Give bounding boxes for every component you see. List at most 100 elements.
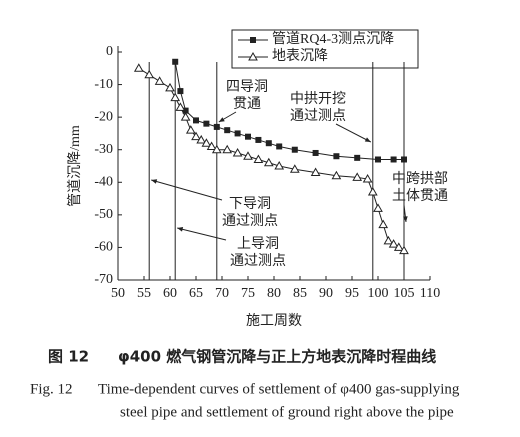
data-point xyxy=(177,88,184,95)
data-point xyxy=(388,239,399,248)
caption-cn-text: φ400 燃气钢管沉降与正上方地表沉降时程曲线 xyxy=(118,348,436,366)
data-point xyxy=(180,112,191,121)
annotation: 贯通 xyxy=(233,96,261,112)
x-tick-label: 105 xyxy=(394,286,415,301)
data-point xyxy=(165,82,175,92)
x-tick-label: 50 xyxy=(111,286,125,301)
y-tick-label: -50 xyxy=(94,207,113,222)
data-point xyxy=(367,187,378,196)
annotation: 土体贯通 xyxy=(392,188,448,204)
data-point xyxy=(383,235,394,245)
caption-cn-label: 图 12 xyxy=(48,348,89,366)
caption-en-line: steel pipe and settlement of ground righ… xyxy=(120,404,454,420)
x-tick-label: 90 xyxy=(319,286,333,301)
annotation: 通过测点 xyxy=(230,253,286,269)
data-point xyxy=(399,245,409,255)
data-point xyxy=(354,154,361,161)
data-point xyxy=(362,174,373,183)
data-point xyxy=(253,154,264,163)
legend-label: 地表沉降 xyxy=(272,48,328,64)
y-tick-label: -40 xyxy=(94,175,113,190)
data-point xyxy=(213,123,220,130)
y-tick-label: -70 xyxy=(94,272,113,287)
data-point xyxy=(265,140,272,147)
data-point xyxy=(172,58,179,65)
arrow-head xyxy=(177,227,184,232)
x-tick-label: 95 xyxy=(345,286,359,301)
data-point xyxy=(352,172,363,181)
arrow-head xyxy=(218,117,225,122)
annotation: 四导洞 xyxy=(226,79,268,95)
x-tick-label: 85 xyxy=(293,286,307,301)
data-point xyxy=(274,160,285,170)
data-point xyxy=(263,157,274,167)
x-tick-label: 100 xyxy=(368,286,389,301)
legend-marker xyxy=(250,37,256,43)
data-point xyxy=(373,203,383,212)
data-point xyxy=(133,63,144,72)
data-point xyxy=(255,136,262,143)
y-tick-label: -20 xyxy=(94,109,113,124)
x-tick-label: 70 xyxy=(215,286,229,301)
data-point xyxy=(234,130,241,137)
data-point xyxy=(201,138,212,147)
data-point xyxy=(185,125,196,134)
caption-en-label: Fig. 12 xyxy=(30,381,73,397)
data-point xyxy=(196,134,207,144)
data-point xyxy=(243,151,253,160)
x-tick-label: 65 xyxy=(189,286,203,301)
x-tick-label: 75 xyxy=(241,286,255,301)
x-tick-label: 55 xyxy=(137,286,151,301)
data-point xyxy=(154,76,165,85)
caption-en-line: Time-dependent curves of settlement of φ… xyxy=(98,381,460,397)
legend-marker xyxy=(248,51,258,61)
arrow-head xyxy=(151,179,158,184)
arrow-head xyxy=(364,137,371,142)
annotation: 通过测点 xyxy=(222,213,278,229)
data-point xyxy=(312,149,319,156)
data-point xyxy=(182,107,189,114)
arrow-head xyxy=(403,216,408,222)
data-point xyxy=(191,131,201,141)
data-point xyxy=(222,144,233,154)
data-point xyxy=(375,156,381,163)
annotation-arrow xyxy=(151,179,223,201)
data-point xyxy=(333,153,340,160)
data-point xyxy=(276,143,283,150)
data-point xyxy=(401,156,407,163)
data-point xyxy=(310,167,321,177)
y-tick-label: -30 xyxy=(94,142,113,157)
annotation-arrow xyxy=(177,227,227,241)
data-point xyxy=(206,141,217,150)
data-point xyxy=(193,117,199,124)
x-axis-label: 施工周数 xyxy=(246,313,302,329)
annotation: 下导洞 xyxy=(229,196,271,212)
y-tick-label: 0 xyxy=(106,44,113,59)
data-point xyxy=(211,144,222,154)
annotation: 通过测点 xyxy=(290,108,346,124)
data-point xyxy=(393,242,404,251)
y-tick-label: -60 xyxy=(94,240,113,255)
data-point xyxy=(331,170,342,180)
legend-label: 管道RQ4-3测点沉降 xyxy=(272,31,394,47)
data-point xyxy=(203,120,210,127)
data-point xyxy=(289,164,300,173)
data-point xyxy=(232,147,243,157)
data-point xyxy=(170,92,181,102)
y-axis-label: 管道沉降/mm xyxy=(67,125,83,207)
data-point xyxy=(144,69,155,79)
data-point xyxy=(291,146,298,153)
data-point xyxy=(378,219,389,229)
annotation: 中跨拱部 xyxy=(392,171,448,187)
data-point xyxy=(245,133,251,140)
data-point xyxy=(224,127,231,134)
annotation: 中拱开挖 xyxy=(290,91,346,107)
x-tick-label: 110 xyxy=(420,286,440,301)
annotation: 上导洞 xyxy=(237,236,279,252)
data-point xyxy=(175,102,186,111)
y-tick-label: -10 xyxy=(94,77,113,92)
x-tick-label: 80 xyxy=(267,286,281,301)
legend-box xyxy=(231,29,419,69)
